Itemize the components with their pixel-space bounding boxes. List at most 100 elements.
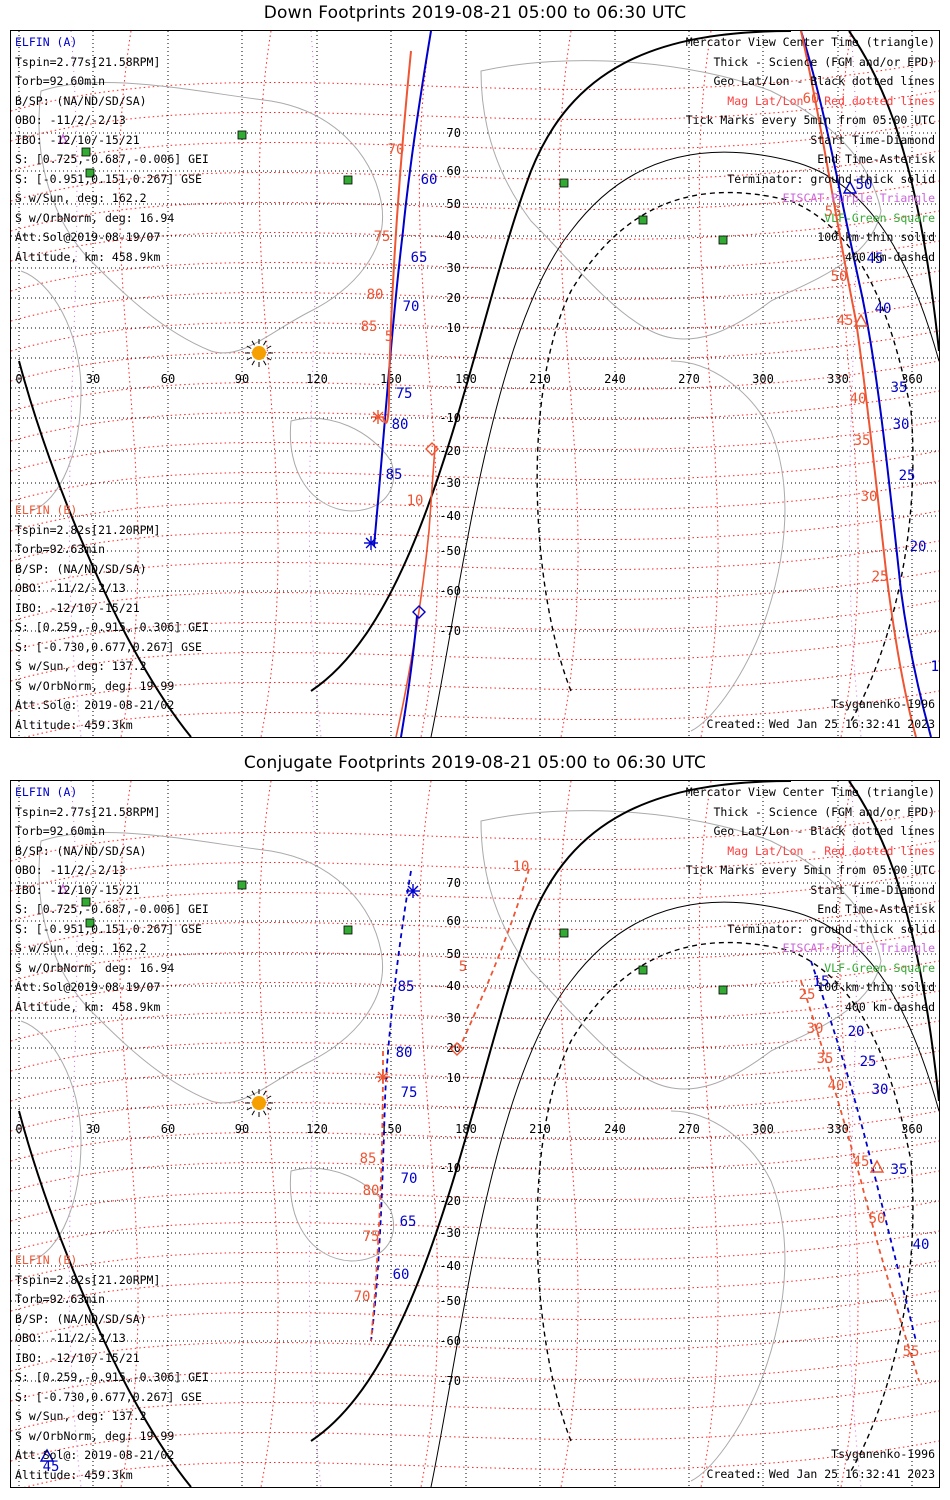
lon-label: 360 — [901, 372, 923, 386]
elfin-b-start-diamond — [425, 442, 439, 456]
elfin-b-line: IBO: -12/10/-15/21 — [15, 600, 140, 615]
sun-ray — [263, 1090, 267, 1096]
eiscat-line — [848, 781, 862, 1487]
terminator-ground — [310, 781, 792, 1442]
elfin-b-tick-label: 45 — [837, 313, 854, 329]
sun-ray — [251, 360, 255, 366]
elfin-a-line: S: [-0.951,0.151,0.267] GSE — [15, 921, 202, 936]
elfin-a-line: Altitude, km: 458.9km — [15, 249, 161, 264]
mag-lon-line — [558, 31, 579, 737]
mag-lat-line — [11, 1140, 939, 1192]
legend-item: EISCAT-Purple Triangle — [782, 941, 935, 955]
elfin-a-tick-label: 80 — [396, 1045, 413, 1061]
lon-label: 30 — [86, 1122, 100, 1136]
elfin-b-tick-label: 35 — [854, 433, 871, 449]
elfin-a-tick-label: 75 — [396, 386, 413, 402]
legend-item: Mag Lat/Lon - Red dotted lines — [727, 93, 935, 108]
legend-item: End Time-Asterisk — [817, 152, 935, 166]
lon-label: 30 — [86, 372, 100, 386]
elfin-b-tick-label: 60 — [803, 91, 820, 107]
lon-label: 180 — [455, 1122, 477, 1136]
lat-label: 50 — [447, 947, 461, 961]
elfin-b-line: B/SP: (NA/ND/SD/SA) — [15, 1311, 147, 1326]
coastline — [289, 417, 395, 512]
mag-lat-line — [11, 1020, 939, 1072]
eiscat-line — [68, 781, 82, 1487]
sun-ray — [266, 1095, 272, 1099]
elfin-b-line: S: [-0.730,0.677,0.267] GSE — [15, 639, 202, 654]
sun-ray — [251, 1090, 255, 1096]
lat-label: 20 — [447, 1041, 461, 1055]
elfin-b-line: S: [0.259,-0.915,-0.306] GEI — [15, 1370, 209, 1384]
elfin-a-header: ELFIN (A) — [15, 785, 78, 799]
legend-item: Thick - Science (FGM and/or EPD) — [713, 804, 935, 819]
elfin-a-line: IBO: -12/10/-15/21 — [15, 132, 140, 147]
elfin-a-center-triangle — [39, 1448, 55, 1462]
legend-item: Mercator View Center Time (triangle) — [685, 785, 935, 799]
elfin-b-line: S w/OrbNorm, deg: 19.99 — [15, 1428, 175, 1443]
elfin-b-tick-label: 80 — [363, 1183, 380, 1199]
lat-label: -50 — [439, 544, 461, 558]
terminator-ground-left — [18, 1110, 192, 1487]
elfin-b-info: ELFIN (B) Tspin=2.82s[21.20RPM] Torb=92.… — [15, 501, 209, 735]
elfin-b-tick-label: 80 — [367, 287, 384, 303]
elfin-a-line: S w/Sun, deg: 162.2 — [15, 191, 147, 205]
lon-label: 0 — [15, 1122, 22, 1136]
sun-ray — [251, 1110, 255, 1116]
sun-ray — [246, 345, 252, 349]
sun-ray — [266, 1107, 272, 1111]
vlf-station-marker — [85, 918, 95, 928]
legend-item: 100 km-thin solid — [817, 230, 935, 244]
elfin-a-tick-label: 70 — [403, 299, 420, 315]
elfin-a-tick-label: 10 — [931, 659, 939, 675]
elfin-a-tick-label: 15 — [931, 659, 939, 675]
legend-item: Tick Marks every 5min from 05:00 UTC — [685, 863, 935, 877]
elfin-b-tick-label: 10 — [513, 859, 530, 875]
vlf-station-marker — [638, 215, 648, 225]
mag-lon-line — [558, 781, 579, 1487]
coastline — [20, 270, 82, 512]
legend-item: Thick - Science (FGM and/or EPD) — [713, 54, 935, 69]
down-footprints-panel: Down Footprints 2019-08-21 05:00 to 06:3… — [10, 3, 940, 738]
elfin-a-tick-label: 45 — [867, 251, 884, 267]
elfin-b-tick-label: 35 — [817, 1051, 834, 1067]
elfin-b-line: S: [-0.730,0.677,0.267] GSE — [15, 1389, 202, 1404]
lon-label: 150 — [380, 372, 402, 386]
legend: Mercator View Center Time (triangle) Thi… — [686, 33, 935, 267]
vlf-station-marker — [85, 168, 95, 178]
lat-label: -50 — [439, 1294, 461, 1308]
mag-lon-line — [698, 781, 719, 1487]
vlf-station-marker — [559, 928, 569, 938]
lon-label: 300 — [752, 372, 774, 386]
terminator-ground-right — [848, 31, 939, 352]
elfin-b-end-asterisk — [372, 411, 384, 423]
elfin-b-line: S w/Sun, deg: 137.2 — [15, 659, 147, 673]
lon-label: 360 — [901, 1122, 923, 1136]
elfin-a-line: S w/OrbNorm, deg: 16.94 — [15, 210, 175, 225]
elfin-a-tick-label: 85 — [386, 467, 403, 483]
created-timestamp: Created: Wed Jan 25 16:32:41 2023 — [706, 1467, 935, 1481]
elfin-b-tick-label: 5 — [459, 959, 467, 975]
legend-item: Start Time-Diamond — [810, 132, 935, 147]
down-footprints-map: 0 30 60 90 120 150 180 210 240 270 300 330 360 70 60 50… — [11, 31, 939, 737]
conjugate-footprints-panel: Conjugate Footprints 2019-08-21 05:00 to… — [0, 750, 950, 1500]
elfin-b-tick-label: 30 — [861, 489, 878, 505]
lon-label: 60 — [161, 1122, 175, 1136]
elfin-a-line: Tspin=2.77s[21.58RPM] — [15, 804, 161, 819]
elfin-a-track — [370, 870, 412, 1342]
lat-label: 30 — [447, 1011, 461, 1025]
elfin-b-tick-label: 75 — [374, 229, 391, 245]
eiscat-line — [308, 781, 322, 1487]
mag-lat-line — [11, 360, 939, 412]
sun-ray — [266, 345, 272, 349]
lon-label: 210 — [529, 372, 551, 386]
coastline — [20, 1020, 82, 1262]
elfin-a-tick-label: 65 — [400, 1214, 417, 1230]
mag-lon-line — [258, 781, 279, 1487]
legend-item: EISCAT-Purple Triangle — [782, 191, 935, 205]
map-frame: 0 30 60 90 120 150 180 210 240 270 300 330 360 70 60 50… — [10, 30, 940, 738]
sun-ray — [263, 1110, 267, 1116]
vlf-station-marker — [81, 897, 91, 907]
lat-label: 40 — [447, 979, 461, 993]
elfin-a-line: S: [0.725,-0.687,-0.006] GEI — [15, 902, 209, 916]
